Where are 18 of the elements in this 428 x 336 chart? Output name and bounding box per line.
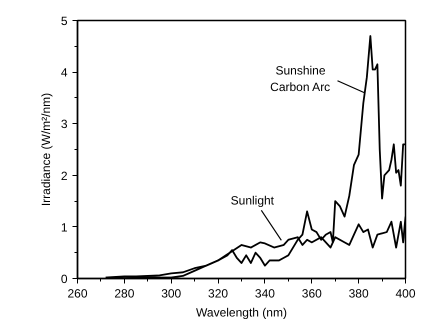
x-tick-label: 360 xyxy=(302,286,322,300)
x-tick-label: 400 xyxy=(395,286,416,300)
x-tick-label: 320 xyxy=(208,286,228,300)
y-tick-label: 0 xyxy=(60,272,68,286)
y-axis-title: Irradiance (W/m²/nm) xyxy=(38,92,53,206)
x-tick-label: 260 xyxy=(67,286,88,300)
annotation: Sunshine Carbon Arc xyxy=(270,64,330,94)
x-axis-title: Wavelength (nm) xyxy=(196,306,287,320)
x-tick-label: 380 xyxy=(348,286,369,300)
annotation: Sunlight xyxy=(230,193,275,208)
y-tick-label: 2 xyxy=(60,168,68,183)
y-tick-label: 1 xyxy=(60,220,68,234)
y-tick-label: 4 xyxy=(60,66,68,80)
x-tick-label: 300 xyxy=(161,286,182,300)
y-tick-label: 3 xyxy=(60,117,68,132)
y-tick-label: 5 xyxy=(60,14,68,28)
x-tick-label: 280 xyxy=(114,286,135,300)
x-tick-label: 340 xyxy=(254,286,276,300)
